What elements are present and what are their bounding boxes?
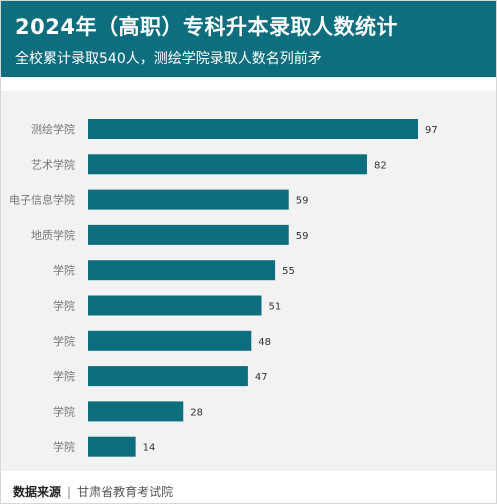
value-label: 59 (296, 196, 309, 207)
category-label: 学院 (53, 440, 75, 454)
bar (88, 224, 289, 245)
bar-chart: 测绘学院 97 艺术学院 82 电子信息学院 59 地质学院 59 学院 55 学院 51 学院 48 学院… (9, 119, 438, 457)
bar (88, 401, 184, 422)
category-label: 艺术学院 (31, 157, 75, 171)
value-label: 14 (143, 443, 156, 454)
value-label: 28 (190, 407, 203, 418)
source-separator: | (67, 485, 72, 499)
value-label: 47 (255, 372, 268, 383)
bar (88, 366, 248, 387)
plot-area: 测绘学院 97 艺术学院 82 电子信息学院 59 地质学院 59 学院 55 学院 51 学院 48 学院… (1, 91, 496, 471)
bar (88, 119, 418, 139)
bar (88, 330, 252, 351)
value-label: 55 (282, 266, 295, 277)
value-label: 48 (258, 337, 271, 348)
source-label: 数据来源 (13, 485, 62, 499)
chart-subtitle: 全校累计录取540人，测绘学院录取人数名列前矛 (15, 51, 322, 67)
chart-title: 2024年（高职）专科升本录取人数统计 (15, 15, 398, 39)
category-label: 学院 (53, 299, 75, 313)
source-note: 数据来源 | 甘肃省教育考试院 (13, 483, 173, 500)
chart-header: 2024年（高职）专科升本录取人数统计 全校累计录取540人，测绘学院录取人数名… (1, 1, 496, 77)
bar (88, 295, 262, 316)
category-label: 测绘学院 (31, 122, 75, 136)
category-label: 学院 (53, 404, 75, 418)
value-label: 82 (374, 160, 387, 171)
category-label: 学院 (53, 369, 75, 383)
value-label: 97 (425, 125, 438, 136)
category-label: 学院 (53, 334, 75, 348)
category-label: 学院 (53, 263, 75, 277)
source-org: 甘肃省教育考试院 (77, 485, 174, 499)
bar (88, 154, 367, 175)
value-label: 51 (269, 302, 282, 313)
category-label: 电子信息学院 (9, 193, 75, 207)
bar (88, 436, 136, 457)
value-label: 59 (296, 231, 309, 242)
bar (88, 189, 289, 210)
category-label: 地质学院 (31, 228, 75, 242)
bar (88, 260, 276, 281)
